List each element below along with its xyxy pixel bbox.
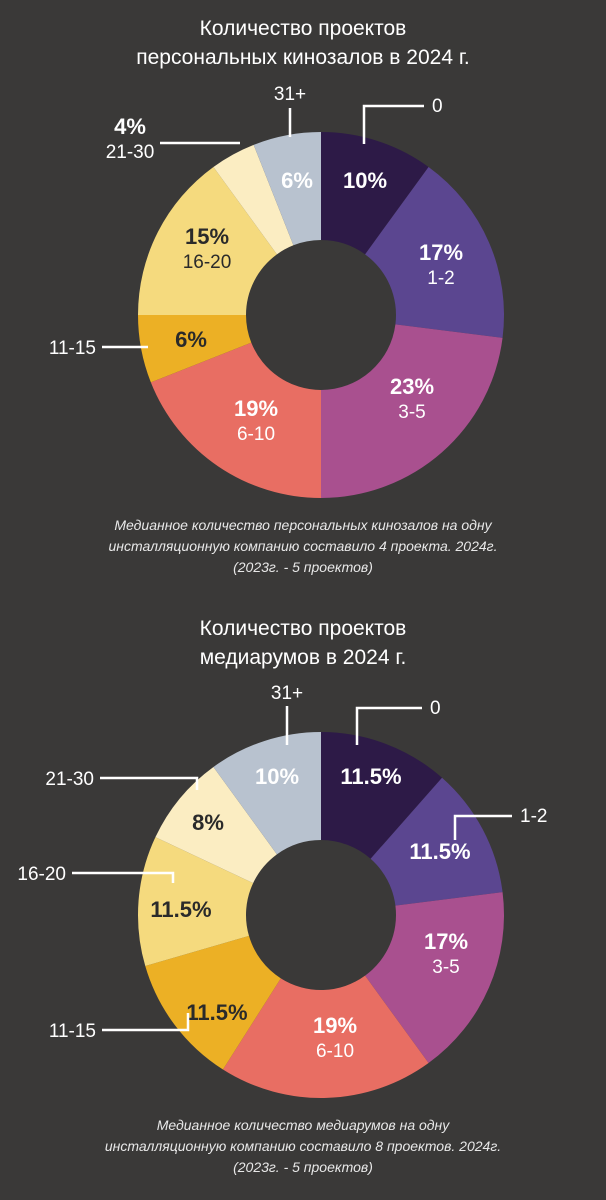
donut-slice-16-20 bbox=[138, 166, 277, 315]
slice-label-11-15: 11.5% bbox=[186, 1000, 247, 1025]
external-label-31+: 31+ bbox=[274, 84, 306, 105]
external-label-21-30: 21-30 bbox=[45, 769, 94, 790]
external-label-1-2: 1-2 bbox=[520, 806, 547, 827]
donut-slice-6-10 bbox=[222, 975, 429, 1098]
chart-caption: Медианное количество персональных киноза… bbox=[0, 515, 606, 578]
donut-slice-0 bbox=[321, 732, 443, 859]
leader-line-21-30 bbox=[100, 776, 199, 790]
external-label-21-30: 4% 21-30 bbox=[106, 114, 155, 163]
slice-label-3-5: 17%3-5 bbox=[424, 929, 468, 978]
slice-value-label: 17% bbox=[419, 240, 463, 265]
chart-title-line: персональных кинозалов в 2024 г. bbox=[136, 46, 470, 69]
slice-value-label: 6% bbox=[281, 168, 313, 193]
caption-line: инсталляционную компанию составило 8 про… bbox=[104, 1138, 502, 1154]
donut-chart-mediarooms: 11.5%11.5%17%3-519%6-1011.5%11.5%8%10%01… bbox=[17, 683, 547, 1098]
leader-line-16-20 bbox=[72, 871, 175, 883]
chart-title-line: Количество проектов bbox=[199, 617, 407, 640]
slice-label-31+: 10% bbox=[255, 764, 299, 789]
donut-slice-16-20 bbox=[138, 837, 254, 967]
chart-title-line: медиарумов в 2024 г. bbox=[199, 646, 407, 669]
slice-value-label: 6% bbox=[175, 327, 207, 352]
slice-label-16-20: 11.5% bbox=[150, 897, 211, 922]
donut-slice-6-10 bbox=[150, 342, 321, 498]
slice-label-3-5: 23%3-5 bbox=[390, 374, 434, 423]
slice-value-label: 11.5% bbox=[340, 764, 401, 789]
donut-slice-11-15 bbox=[145, 935, 281, 1070]
donut-slice-21-30 bbox=[155, 766, 277, 884]
donut-chart-personal-cinemas: 10%17%1-223%3-519%6-106%15%16-206%011-15… bbox=[49, 84, 504, 498]
chart-caption: Медианное количество медиарумов на одну … bbox=[0, 1115, 606, 1178]
slice-label-21-30: 8% bbox=[192, 810, 224, 835]
slice-value-label: 15% bbox=[185, 224, 229, 249]
donut-slice-31+ bbox=[213, 732, 321, 855]
slice-value-label: 19% bbox=[234, 396, 278, 421]
external-label-11-15: 11-15 bbox=[49, 1021, 96, 1042]
leader-line-1-2 bbox=[453, 814, 512, 840]
slice-category-label: 6-10 bbox=[237, 424, 275, 445]
donut-slice-3-5 bbox=[321, 324, 503, 498]
donut-slice-3-5 bbox=[365, 892, 504, 1064]
external-label-31+: 31+ bbox=[271, 683, 303, 704]
slice-label-16-20: 15% 16-20 bbox=[183, 224, 232, 273]
slice-label-31+: 6% bbox=[281, 168, 313, 193]
donut-slice-0 bbox=[321, 132, 429, 255]
donut-slice-11-15 bbox=[138, 315, 252, 383]
slice-label-1-2: 11.5% bbox=[409, 839, 470, 864]
slice-category-label: 3-5 bbox=[398, 402, 425, 423]
donut-slice-1-2 bbox=[370, 777, 503, 906]
slice-value-label: 11.5% bbox=[150, 897, 211, 922]
slice-value-label: 17% bbox=[424, 929, 468, 954]
slice-label-0: 10% bbox=[343, 168, 387, 193]
slice-category-label: 6-10 bbox=[316, 1041, 354, 1062]
chart-block-mediarooms: Количество проектов медиарумов в 2024 г.… bbox=[0, 600, 606, 1200]
caption-line: Медианное количество персональных киноза… bbox=[114, 517, 492, 533]
chart-title-line: Количество проектов bbox=[199, 17, 407, 40]
slice-category-label: 3-5 bbox=[432, 957, 459, 978]
donut-slice-1-2 bbox=[365, 166, 504, 338]
leader-line-0 bbox=[355, 706, 422, 745]
slice-label-6-10: 19% 6-10 bbox=[313, 1013, 357, 1062]
leader-line-11-15 bbox=[102, 1013, 190, 1032]
slice-label-1-2: 17%1-2 bbox=[419, 240, 463, 289]
chart-title: Количество проектов персональных кинозал… bbox=[0, 14, 606, 72]
slice-value-label: 23% bbox=[390, 374, 434, 399]
slice-value-label: 10% bbox=[255, 764, 299, 789]
external-label-0: 0 bbox=[432, 96, 443, 117]
caption-line: (2023г. - 5 проектов) bbox=[233, 559, 373, 575]
slice-label-6-10: 19% 6-10 bbox=[234, 396, 278, 445]
slice-category-label: 1-2 bbox=[427, 268, 454, 289]
caption-line: инсталляционную компанию составило 4 про… bbox=[108, 538, 498, 554]
slice-category-label: 21-30 bbox=[106, 142, 155, 163]
slice-value-label: 11.5% bbox=[186, 1000, 247, 1025]
slice-value-label: 8% bbox=[192, 810, 224, 835]
chart-title: Количество проектов медиарумов в 2024 г. bbox=[0, 614, 606, 672]
donut-slice-21-30 bbox=[213, 144, 294, 255]
chart-block-personal-cinemas: Количество проектов персональных кинозал… bbox=[0, 14, 606, 578]
slice-value-label: 4% bbox=[114, 114, 146, 139]
external-label-16-20: 16-20 bbox=[17, 864, 66, 885]
caption-line: Медианное количество медиарумов на одну bbox=[156, 1117, 450, 1133]
caption-line: (2023г. - 5 проектов) bbox=[233, 1159, 373, 1175]
slice-value-label: 10% bbox=[343, 168, 387, 193]
external-label-0: 0 bbox=[430, 698, 441, 719]
slice-label-0: 11.5% bbox=[340, 764, 401, 789]
slice-category-label: 16-20 bbox=[183, 252, 232, 273]
leader-line-0 bbox=[362, 104, 424, 144]
slice-label-11-15: 6% bbox=[175, 327, 207, 352]
slice-value-label: 11.5% bbox=[409, 839, 470, 864]
external-label-11-15: 11-15 bbox=[49, 338, 96, 359]
donut-slice-31+ bbox=[253, 132, 321, 246]
slice-value-label: 19% bbox=[313, 1013, 357, 1038]
